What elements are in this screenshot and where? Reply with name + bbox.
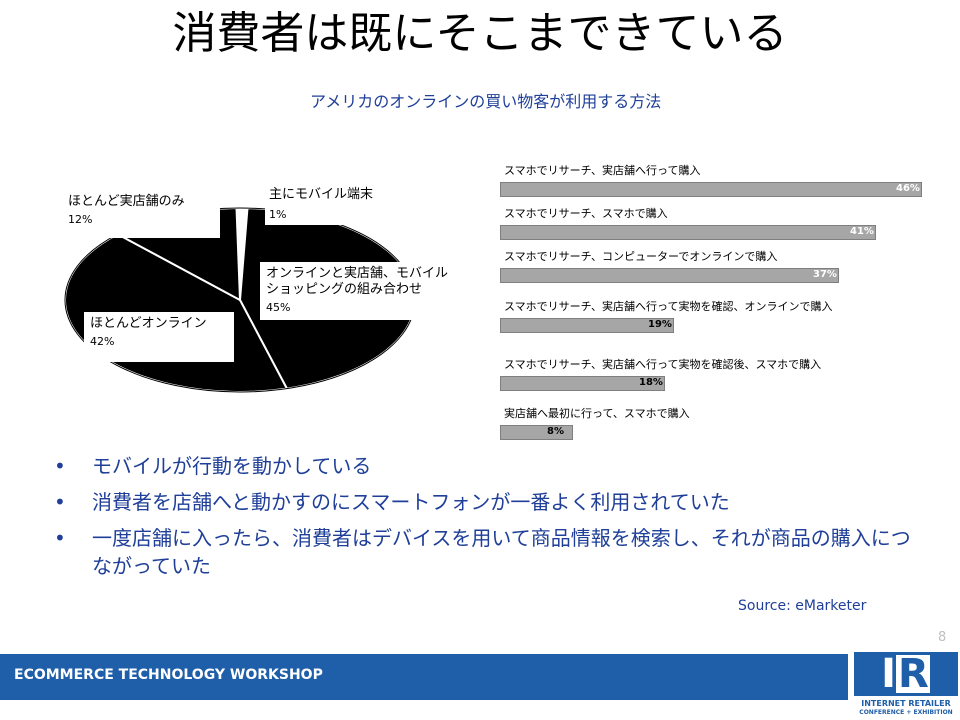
bar-track: 41% [500, 225, 930, 240]
pie-label-mobile-text: 主にモバイル端末 [269, 187, 374, 202]
pie-label-store-pct: 12% [68, 213, 93, 226]
pie-label-store: ほとんど実店舗のみ 12% [62, 192, 220, 238]
bar-value-label: 8% [547, 426, 564, 437]
pie-label-online-pct: 42% [90, 335, 115, 348]
bar-track: 18% [500, 376, 930, 391]
bullet-dot-icon: • [54, 490, 66, 514]
slide-title: 消費者は既にそこまできている [172, 8, 788, 59]
bullet-item: • 消費者を店舗へと動かすのにスマートフォンが一番よく利用されていた [52, 488, 912, 516]
irce-logo-mark: IRCE [854, 651, 958, 720]
bar-row: スマホでリサーチ、実店舗へ行って購入 46% [500, 164, 930, 197]
bar-row: スマホでリサーチ、スマホで購入 41% [500, 207, 930, 240]
bar-chart: スマホでリサーチ、実店舗へ行って購入 46% スマホでリサーチ、スマホで購入 41% ス… [500, 160, 930, 450]
bar [500, 268, 839, 283]
pie-label-combination: オンラインと実店舗、モバイル ショッピングの組み合わせ 45% [260, 262, 480, 320]
chart-subtitle: アメリカのオンラインの買い物客が利用する方法 [310, 92, 662, 111]
pie-label-combination-line2: ショッピングの組み合わせ [266, 282, 423, 297]
bar [500, 425, 573, 440]
footer-bar: ECOMMERCE TECHNOLOGY WORKSHOP [0, 654, 848, 700]
pie-label-online: ほとんどオンライン 42% [84, 312, 234, 362]
bar-category-label: スマホでリサーチ、実店舗へ行って実物を確認後、スマホで購入 [504, 358, 822, 371]
bullet-text: 消費者を店舗へと動かすのにスマートフォンが一番よく利用されていた [92, 490, 730, 514]
bullet-item: • 一度店舗に入ったら、消費者はデバイスを用いて商品情報を検索し、それが商品の購入… [52, 524, 912, 580]
pie-chart: 主にモバイル端末 1% オンラインと実店舗、モバイル ショッピングの組み合わせ … [60, 150, 500, 440]
footer-text: ECOMMERCE TECHNOLOGY WORKSHOP [14, 667, 323, 683]
bar-track: 19% [500, 318, 930, 333]
pie-label-online-text: ほとんどオンライン [90, 316, 207, 331]
bar [500, 318, 674, 333]
bar-value-label: 37% [813, 269, 837, 280]
bar-row: スマホでリサーチ、実店舗へ行って実物を確認、オンラインで購入 19% [500, 300, 930, 333]
irce-logo: IRCE INTERNET RETAILER CONFERENCE + EXHI… [854, 651, 958, 720]
pie-label-combination-line1: オンラインと実店舗、モバイル [266, 266, 449, 281]
bar-value-label: 41% [850, 226, 874, 237]
logo-line2: CONFERENCE + EXHIBITION [859, 709, 953, 716]
bullet-dot-icon: • [54, 454, 66, 478]
pie-label-store-text: ほとんど実店舗のみ [68, 194, 185, 209]
bar-value-label: 18% [639, 377, 663, 388]
bar-row: 実店舗へ最初に行って、スマホで購入 8% [500, 407, 930, 440]
bar-value-label: 46% [896, 183, 920, 194]
bar [500, 182, 922, 197]
logo-letter-r: R [896, 651, 930, 697]
bar-category-label: スマホでリサーチ、実店舗へ行って購入 [504, 164, 701, 177]
bar-row: スマホでリサーチ、実店舗へ行って実物を確認後、スマホで購入 18% [500, 358, 930, 391]
logo-line1: INTERNET RETAILER [861, 699, 951, 708]
bar-category-label: スマホでリサーチ、スマホで購入 [504, 207, 668, 220]
bar-row: スマホでリサーチ、コンピューターでオンラインで購入 37% [500, 250, 930, 283]
bullet-dot-icon: • [54, 526, 66, 550]
source-citation: Source: eMarketer [738, 598, 867, 614]
bullet-list: • モバイルが行動を動かしている • 消費者を店舗へと動かすのにスマートフォンが一番… [52, 452, 912, 588]
bar-category-label: 実店舗へ最初に行って、スマホで購入 [504, 407, 690, 420]
logo-letter-i: I [881, 651, 896, 697]
pie-label-mobile-pct: 1% [269, 208, 287, 221]
bar-track: 8% [500, 425, 930, 440]
bar-category-label: スマホでリサーチ、実店舗へ行って実物を確認、オンラインで購入 [504, 300, 833, 313]
bar [500, 225, 876, 240]
bar [500, 376, 665, 391]
bar-category-label: スマホでリサーチ、コンピューターでオンラインで購入 [504, 250, 778, 263]
bar-value-label: 19% [648, 319, 672, 330]
bullet-text: 一度店舗に入ったら、消費者はデバイスを用いて商品情報を検索し、それが商品の購入に… [92, 526, 911, 578]
logo-letters-ce: CE [878, 695, 935, 720]
page-number: 8 [938, 630, 947, 645]
pie-label-combination-pct: 45% [266, 301, 291, 314]
pie-label-mobile: 主にモバイル端末 1% [265, 185, 465, 225]
bar-track: 37% [500, 268, 930, 283]
bar-track: 46% [500, 182, 930, 197]
bullet-item: • モバイルが行動を動かしている [52, 452, 912, 480]
bullet-text: モバイルが行動を動かしている [92, 454, 372, 478]
